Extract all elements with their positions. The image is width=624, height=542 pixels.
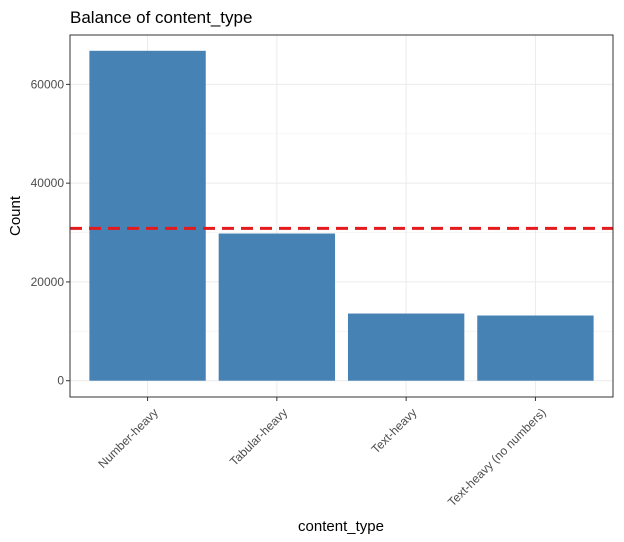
x-tick-label: Tabular-heavy [227,405,290,468]
x-tick-label: Text-heavy (no numbers) [445,405,549,509]
y-axis: 0 20000 40000 60000 [31,77,70,388]
bar-text-heavy-no-numbers [477,315,594,381]
bar-text-heavy [347,313,465,381]
chart-title: Balance of content_type [70,8,252,27]
y-tick-label: 60000 [31,77,65,91]
y-axis-title: Count [7,195,24,236]
bars [89,50,594,381]
x-axis: Number-heavy Tabular-heavy Text-heavy Text-… [95,397,549,509]
x-tick-label: Text-heavy [369,405,420,456]
panel-border [69,34,614,398]
y-tick-label: 40000 [31,176,65,190]
y-tick-label: 20000 [31,275,65,289]
bar-number-heavy [89,50,206,381]
bar-tabular-heavy [218,233,336,381]
x-axis-title: content_type [298,518,384,535]
y-tick-label: 0 [57,374,64,388]
x-tick-label: Number-heavy [95,405,161,471]
